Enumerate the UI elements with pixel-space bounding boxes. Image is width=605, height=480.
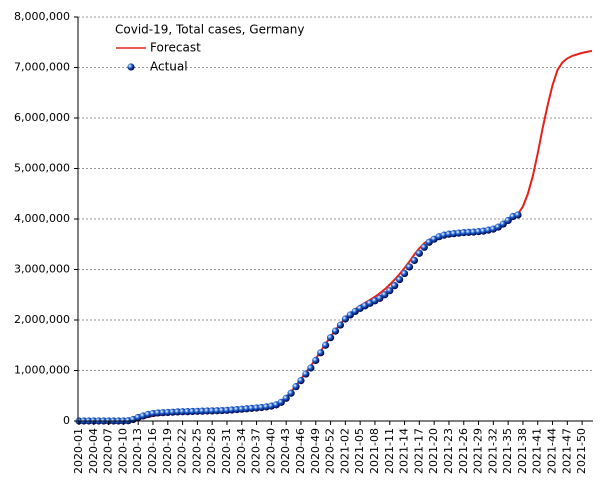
y-tick-label: 6,000,000	[14, 111, 70, 124]
x-tick-label: 2021-29	[472, 428, 485, 474]
marker	[336, 321, 345, 329]
marker	[504, 216, 512, 225]
marker	[277, 398, 285, 406]
y-tick-label: 5,000,000	[14, 162, 70, 175]
x-tick-label: 2021-41	[531, 428, 544, 474]
x-tick-label: 2020-37	[250, 428, 263, 474]
x-tick-label: 2020-52	[324, 428, 337, 474]
marker	[400, 269, 409, 278]
x-tick-label: 2020-43	[279, 428, 292, 474]
grid	[78, 16, 593, 371]
x-tick-label: 2021-05	[353, 428, 366, 474]
y-tick-label: 4,000,000	[14, 212, 70, 225]
x-tick-label: 2021-14	[398, 428, 411, 474]
x-tick-label: 2021-32	[486, 428, 499, 474]
marker	[405, 263, 414, 271]
marker	[297, 377, 305, 385]
x-tick-label: 2020-04	[87, 428, 100, 474]
marker	[386, 287, 394, 295]
marker	[302, 370, 310, 378]
x-tick-label: 2020-40	[264, 428, 277, 474]
marker	[317, 349, 325, 357]
marker	[307, 364, 315, 372]
marker	[391, 282, 399, 290]
line	[79, 49, 593, 422]
marker	[341, 315, 349, 323]
y-tick-label: 8,000,000	[14, 10, 70, 23]
x-tick-label: 2020-46	[294, 428, 307, 474]
marker	[331, 327, 340, 335]
legend-label: Forecast	[150, 41, 201, 55]
marker	[410, 256, 419, 265]
marker	[322, 341, 330, 349]
x-tick-label: 2020-25	[190, 428, 203, 474]
x-tick-label: 2021-23	[442, 428, 455, 474]
marker	[282, 394, 290, 402]
marker	[396, 276, 404, 284]
x-tick-label: 2021-47	[560, 428, 573, 474]
x-tick-label: 2020-34	[235, 428, 248, 474]
marker	[312, 356, 320, 364]
x-tick-label: 2021-26	[457, 428, 470, 474]
x-tick-label: 2020-10	[116, 428, 129, 474]
x-tick-label: 2021-35	[501, 428, 514, 474]
x-tick-label: 2020-13	[131, 428, 144, 474]
legend-label: Actual	[150, 60, 188, 74]
x-tick-label: 2020-49	[309, 428, 322, 474]
marker	[514, 211, 522, 219]
chart-title: Covid-19, Total cases, Germany	[115, 23, 304, 37]
marker	[326, 334, 335, 342]
y-tick-label: 7,000,000	[14, 61, 70, 74]
x-tick-label: 2021-17	[412, 428, 425, 474]
y-tick-label: 0	[63, 414, 70, 427]
x-tick-label: 2020-16	[146, 428, 159, 474]
marker	[381, 291, 389, 299]
y-tick-label: 2,000,000	[14, 313, 70, 326]
x-tick-label: 2021-20	[427, 428, 440, 474]
x-tick-label: 2021-11	[383, 428, 396, 474]
marker	[287, 389, 295, 397]
marker	[420, 243, 428, 251]
x-tick-label: 2021-02	[338, 428, 351, 474]
x-tick-label: 2020-01	[72, 428, 85, 474]
x-tick-label: 2020-28	[205, 428, 218, 474]
y-tick-label: 1,000,000	[14, 364, 70, 377]
y-tick-label: 3,000,000	[14, 263, 70, 276]
x-tick-label: 2021-44	[546, 428, 559, 474]
x-tick-label: 2020-22	[176, 428, 189, 474]
x-tick-label: 2020-07	[102, 428, 115, 474]
x-tick-label: 2021-50	[575, 428, 588, 474]
x-tick-label: 2021-08	[368, 428, 381, 474]
x-tick-label: 2020-19	[161, 428, 174, 474]
x-tick-label: 2021-38	[516, 428, 529, 474]
x-tick-label: 2020-31	[220, 428, 233, 474]
plot	[75, 49, 593, 425]
marker	[292, 383, 300, 391]
legend-marker	[127, 63, 135, 71]
marker	[415, 249, 423, 257]
